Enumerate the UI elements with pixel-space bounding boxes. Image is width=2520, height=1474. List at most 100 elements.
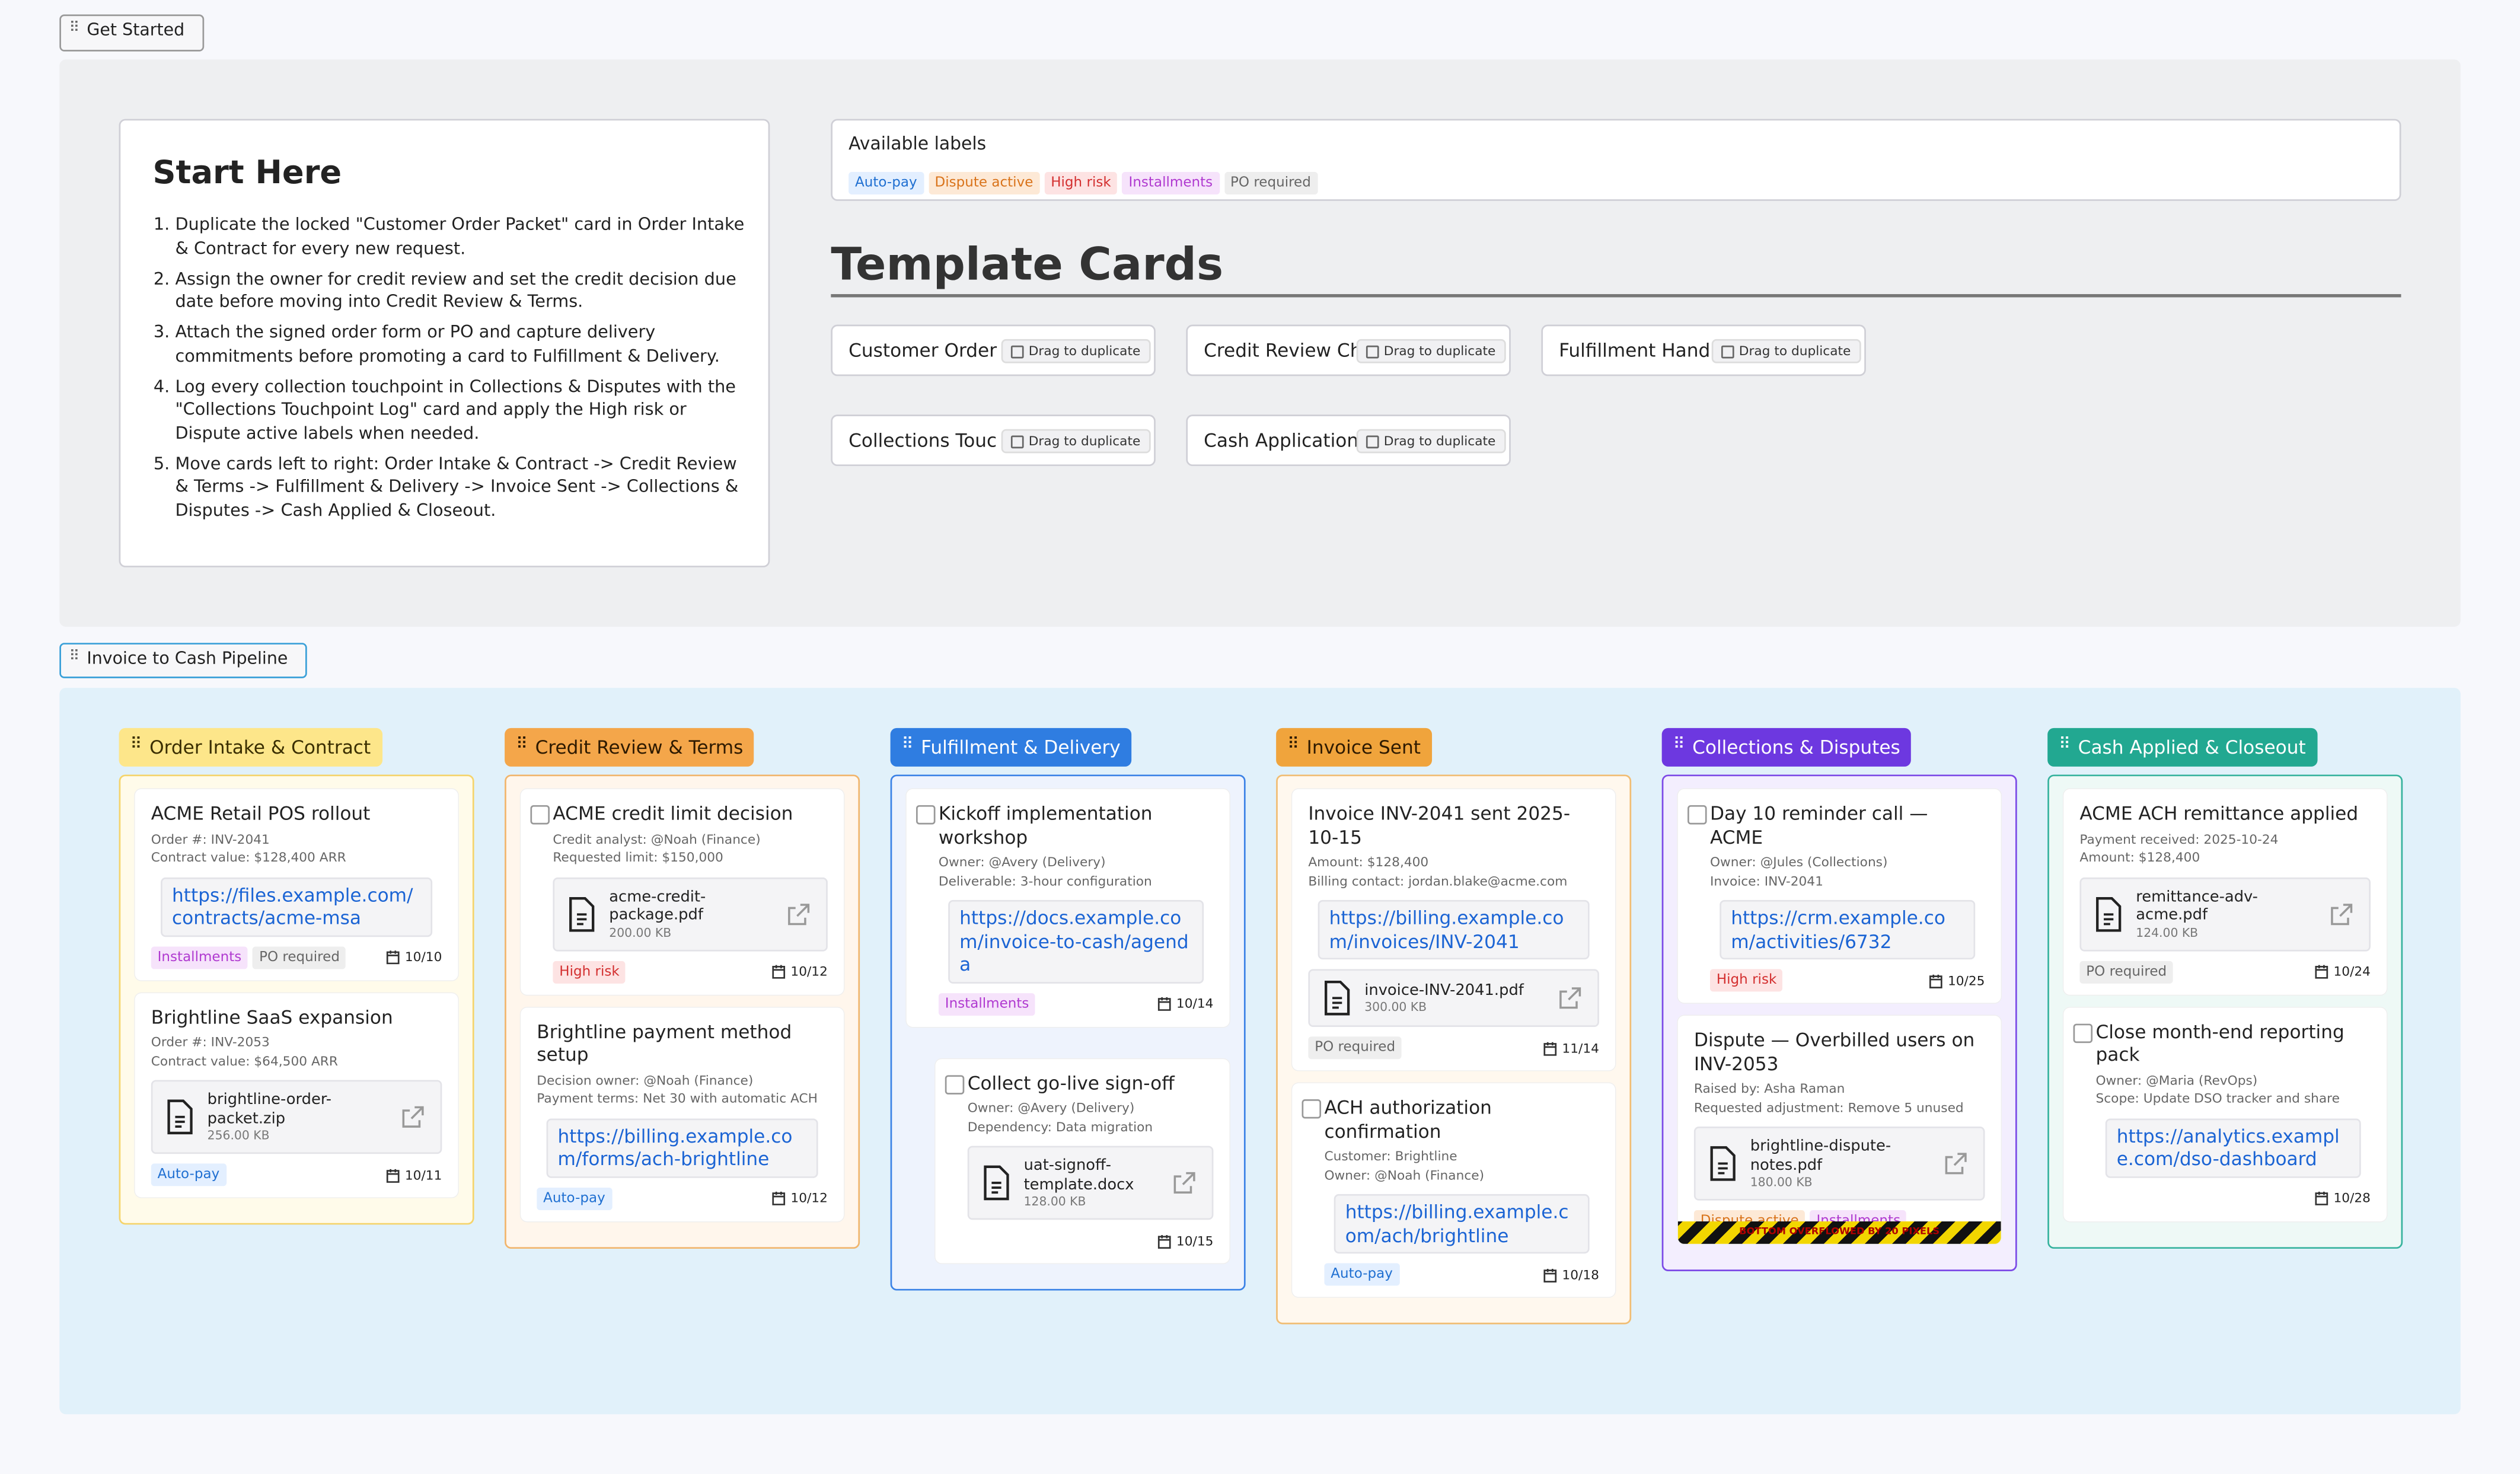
- file-size: 256.00 KB: [207, 1128, 270, 1143]
- card-meta: Raised by: Asha Raman: [1693, 1081, 1845, 1096]
- drag-button[interactable]: Drag to duplicate: [1356, 428, 1505, 453]
- checkbox[interactable]: [2073, 1023, 2093, 1042]
- template-name: Credit Review Ch: [1204, 339, 1357, 362]
- attachment[interactable]: brightline-order-packet.zip 256.00 KB: [151, 1080, 442, 1154]
- checkbox[interactable]: [916, 805, 936, 825]
- column-header: Cash Applied & Closeout: [2047, 728, 2317, 767]
- due-date: 10/14: [1157, 997, 1213, 1011]
- card-link[interactable]: https://billing.example.com/invoices/INV…: [1318, 899, 1590, 960]
- file-text: acme-credit-package.pdf 200.00 KB: [609, 888, 770, 940]
- drag-button[interactable]: Drag to duplicate: [1001, 428, 1150, 453]
- due-date: 10/15: [1157, 1233, 1213, 1248]
- label-chip: PO required: [1224, 172, 1318, 194]
- card-link[interactable]: https://docs.example.com/invoice-to-cash…: [948, 899, 1204, 983]
- label-chip: Installments: [1122, 172, 1219, 194]
- drag-button[interactable]: Drag to duplicate: [1001, 338, 1150, 363]
- card-meta: Billing contact: jordan.blake@acme.com: [1308, 873, 1568, 888]
- due-date: 10/28: [2314, 1191, 2371, 1205]
- card-meta: Decision owner: @Noah (Finance): [537, 1073, 754, 1087]
- date-text: 10/25: [1947, 973, 1985, 988]
- file-icon: [984, 1165, 1009, 1201]
- card-meta: Owner: @Avery (Delivery): [938, 854, 1106, 870]
- step: Move cards left to right: Order Intake &…: [175, 452, 755, 522]
- calendar-icon: [1157, 997, 1171, 1011]
- column-header: Credit Review & Terms: [505, 728, 755, 767]
- card-link[interactable]: https://billing.example.com/forms/ach-br…: [546, 1118, 818, 1178]
- label-chip: PO required: [253, 946, 346, 969]
- attachment[interactable]: invoice-INV-2041.pdf 300.00 KB: [1308, 969, 1599, 1028]
- drag-button[interactable]: Drag to duplicate: [1356, 338, 1505, 363]
- card: Close month-end reporting pack Owner: @Ma…: [2063, 1007, 2387, 1221]
- checkbox[interactable]: [1688, 805, 1707, 825]
- start-here-card: Start Here Duplicate the locked "Customer…: [119, 119, 770, 567]
- card: Dispute — Overbilled users on INV-2053 Ra…: [1677, 1016, 2001, 1244]
- label-chip: Auto-pay: [537, 1186, 612, 1210]
- card-link[interactable]: https://files.example.com/contracts/acme…: [161, 876, 433, 936]
- labels-title: Available labels: [848, 133, 987, 155]
- card-footer: 10/15: [968, 1230, 1213, 1252]
- get-started-tab[interactable]: Get Started: [59, 14, 205, 52]
- card: Invoice INV-2041 sent 2025-10-15 Amount: …: [1292, 789, 1616, 1071]
- card-meta: Amount: $128,400: [1308, 854, 1429, 870]
- attachment[interactable]: brightline-dispute-notes.pdf 180.00 KB: [1693, 1127, 1985, 1201]
- card-title: ACME credit limit decision: [553, 802, 793, 825]
- column-header: Order Intake & Contract: [119, 728, 382, 767]
- date-text: 11/14: [1562, 1041, 1599, 1055]
- calendar-icon: [1543, 1041, 1556, 1055]
- file-icon: [1710, 1146, 1736, 1181]
- step: Assign the owner for credit review and s…: [175, 267, 755, 314]
- card-meta: Owner: @Noah (Finance): [1324, 1167, 1485, 1182]
- checkbox[interactable]: [530, 805, 550, 825]
- card-meta: Owner: @Jules (Collections): [1709, 854, 1888, 870]
- label-chip: High risk: [553, 960, 626, 983]
- column-body: ACME ACH remittance applied Payment recei…: [2047, 774, 2403, 1248]
- card-link[interactable]: https://billing.example.com/ach/brightli…: [1334, 1194, 1590, 1254]
- template-card[interactable]: Customer Order Drag to duplicate: [831, 324, 1156, 377]
- label-chip: Auto-pay: [151, 1163, 227, 1186]
- card-link[interactable]: https://crm.example.com/activities/6732: [1720, 899, 1976, 960]
- card-meta: Requested adjustment: Remove 5 unused: [1693, 1100, 1964, 1115]
- card-title: Day 10 reminder call — ACME: [1709, 802, 1928, 848]
- card-meta: Order #: INV-2041: [151, 831, 270, 847]
- card-meta: Owner: @Maria (RevOps): [2095, 1073, 2258, 1087]
- drag-button[interactable]: Drag to duplicate: [1711, 338, 1861, 363]
- template-card[interactable]: Collections Touc Drag to duplicate: [831, 414, 1156, 467]
- column-header: Fulfillment & Delivery: [890, 728, 1132, 767]
- card-link[interactable]: https://analytics.example.com/dso-dashbo…: [2105, 1118, 2361, 1178]
- attachment[interactable]: remittance-adv-acme.pdf 124.00 KB: [2079, 876, 2371, 951]
- card: ACME credit limit decision Credit analyst…: [521, 789, 844, 994]
- open-icon: [788, 902, 810, 924]
- due-date: 10/11: [385, 1167, 442, 1182]
- card-title: Close month-end reporting pack: [2095, 1019, 2344, 1066]
- overflow-warning: BOTTOM OVERFLOWED BY 20 PIXELS: [1677, 1221, 2001, 1244]
- step: Log every collection touchpoint in Colle…: [175, 375, 755, 445]
- template-card[interactable]: Fulfillment Hand Drag to duplicate: [1541, 324, 1866, 377]
- attachment[interactable]: uat-signoff-template.docx 128.00 KB: [967, 1146, 1214, 1220]
- pipeline-tab[interactable]: Invoice to Cash Pipeline: [59, 643, 307, 678]
- column: Collections & Disputes Day 10 reminder ca…: [1661, 728, 2017, 1272]
- labels-box: Available labels Auto-pay Dispute active Hi…: [831, 119, 2401, 201]
- calendar-icon: [772, 1191, 785, 1205]
- template-card[interactable]: Cash Application Drag to duplicate: [1186, 414, 1511, 467]
- template-card[interactable]: Credit Review Ch Drag to duplicate: [1186, 324, 1511, 377]
- label-chip: Installments: [151, 946, 248, 969]
- column-body: ACME credit limit decision Credit analyst…: [505, 774, 860, 1248]
- label-chip: Auto-pay: [1324, 1263, 1399, 1286]
- start-here-title: Start Here: [152, 152, 342, 192]
- card: ACME ACH remittance applied Payment recei…: [2063, 789, 2387, 994]
- checkbox[interactable]: [945, 1074, 965, 1094]
- calendar-icon: [1929, 974, 1942, 988]
- due-date: 10/18: [1543, 1267, 1599, 1282]
- card-title: ACME ACH remittance applied: [2079, 802, 2359, 825]
- card-footer: 10/28: [2095, 1187, 2371, 1210]
- card-footer: Auto-pay 10/18: [1324, 1263, 1599, 1286]
- card: Collect go-live sign-off Owner: @Avery (D…: [935, 1058, 1230, 1264]
- checkbox[interactable]: [1302, 1099, 1322, 1119]
- card-footer: PO required 11/14: [1308, 1036, 1599, 1060]
- card-title: ACH authorization confirmation: [1324, 1096, 1492, 1142]
- attachment[interactable]: acme-credit-package.pdf 200.00 KB: [553, 876, 828, 951]
- card-footer: PO required 10/24: [2079, 960, 2371, 983]
- due-date: 10/10: [385, 950, 442, 964]
- calendar-icon: [386, 1168, 400, 1182]
